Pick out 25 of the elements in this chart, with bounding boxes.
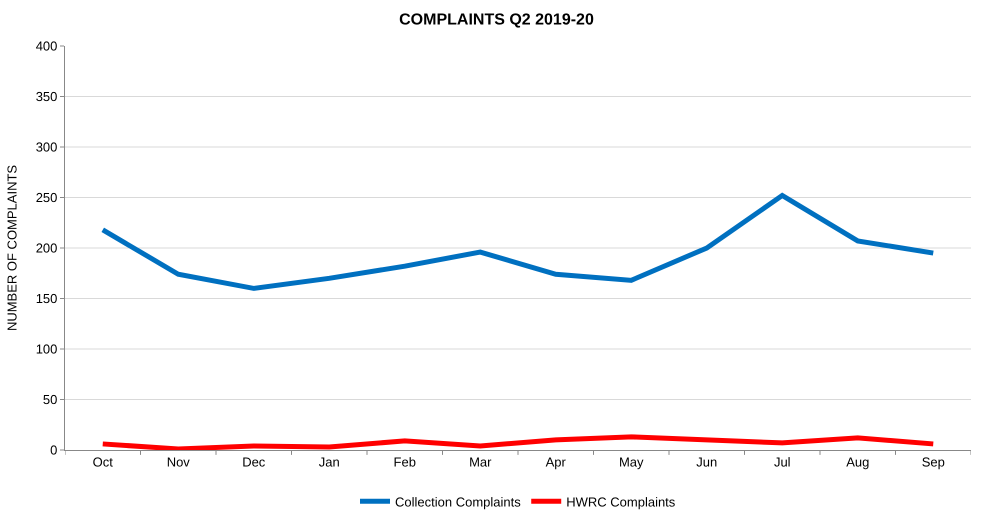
y-axis-title: NUMBER OF COMPLAINTS (4, 164, 20, 332)
x-tick-label: Oct (92, 454, 114, 470)
y-tick-label: 300 (36, 140, 58, 155)
chart-title: COMPLAINTS Q2 2019-20 (399, 11, 594, 28)
x-tick-label: Jul (774, 454, 791, 470)
x-tick-label: Mar (469, 454, 492, 470)
y-tick-label: 0 (50, 442, 58, 458)
x-tick-label: Jun (696, 454, 718, 470)
y-tick-label: 400 (36, 38, 58, 54)
x-tick-label: Aug (846, 454, 870, 470)
x-tick-label: May (618, 454, 644, 470)
y-tick-label: 250 (36, 190, 58, 206)
x-tick-label: Sep (922, 454, 945, 470)
y-tick-label: 100 (36, 342, 58, 357)
y-tick-label: 150 (36, 291, 58, 306)
y-tick-label: 50 (42, 392, 58, 408)
x-tick-label: Nov (166, 454, 190, 470)
x-tick-label: Jan (318, 454, 340, 470)
legend-label: Collection Complaints (395, 494, 522, 510)
x-tick-label: Feb (394, 454, 416, 470)
x-tick-label: Apr (546, 454, 567, 470)
x-tick-label: Dec (242, 454, 266, 470)
y-tick-label: 350 (36, 89, 58, 104)
legend-label: HWRC Complaints (566, 494, 676, 510)
y-tick-label: 200 (36, 240, 58, 256)
